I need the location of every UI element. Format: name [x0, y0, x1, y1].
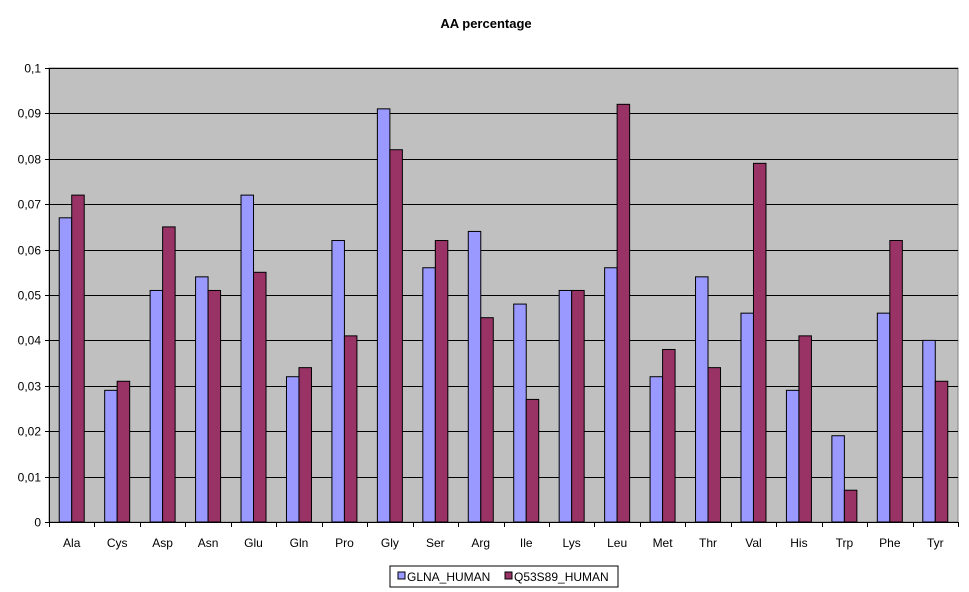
bar-glna-human-gly [376, 108, 391, 523]
bar-glna-human-ile [513, 303, 527, 523]
bar-glna-human-ala [58, 217, 73, 523]
y-tick-label: 0,01 [18, 471, 42, 485]
y-axis-tick-labels: 0 0,01 0,02 0,03 0,04 0,05 0,06 0,07 0,08 0,09 0,1 [18, 62, 42, 530]
x-tick-label: Met [653, 536, 674, 550]
y-tick-label: 0,06 [18, 244, 42, 258]
chart-title: AA percentage [440, 16, 531, 31]
x-tick-label: Gly [381, 536, 399, 550]
legend-swatch-q53s89-human [504, 571, 513, 580]
x-tick-label: Glu [244, 536, 263, 550]
y-tick-label: 0,07 [18, 198, 42, 212]
bar-q53s89-human-phe [889, 240, 903, 523]
bar-q53s89-human-his [798, 335, 812, 523]
bar-q53s89-human-lys [571, 289, 585, 523]
bar-glna-human-lys [558, 289, 573, 523]
bar-glna-human-ser [422, 267, 436, 523]
x-axis-tick-labels: Ala Cys Asp Asn Glu Gln Pro Gly Ser Arg Ile Lys Leu M… [63, 536, 944, 550]
bar-q53s89-human-ile [525, 398, 540, 523]
y-tick-label: 0,03 [18, 380, 42, 394]
legend-label-glna-human: GLNA_HUMAN [407, 570, 490, 584]
bar-glna-human-asp [149, 289, 164, 523]
x-tick-label: Arg [471, 536, 490, 550]
y-tick-label: 0,1 [24, 62, 41, 76]
bar-q53s89-human-tyr [934, 380, 949, 523]
bar-q53s89-human-glu [253, 271, 267, 523]
x-tick-label: Ala [63, 536, 81, 550]
bar-q53s89-human-ala [71, 194, 85, 523]
bar-q53s89-human-val [752, 162, 767, 523]
bar-q53s89-human-leu [616, 103, 631, 523]
bar-q53s89-human-ser [434, 240, 449, 523]
x-tick-label: Trp [836, 536, 854, 550]
y-tick-label: 0,08 [18, 153, 42, 167]
x-tick-label: Gln [290, 536, 309, 550]
x-tick-label: Cys [107, 536, 128, 550]
bar-q53s89-human-thr [707, 367, 722, 523]
bar-q53s89-human-gly [389, 149, 403, 523]
legend-label-q53s89-human: Q53S89_HUMAN [514, 570, 609, 584]
x-tick-label: Phe [879, 536, 901, 550]
bar-glna-human-cys [104, 389, 118, 523]
bar-q53s89-human-met [662, 348, 676, 523]
legend: GLNA_HUMAN Q53S89_HUMAN [389, 565, 619, 588]
x-tick-label: Thr [699, 536, 717, 550]
bar-glna-human-val [740, 312, 754, 523]
bar-glna-human-glu [240, 194, 255, 523]
x-tick-label: Asp [152, 536, 173, 550]
y-tick-label: 0 [34, 516, 41, 530]
bar-glna-human-pro [331, 240, 345, 523]
x-tick-label: Val [745, 536, 761, 550]
bar-q53s89-human-trp [843, 489, 858, 523]
legend-swatch-glna-human [397, 571, 406, 580]
bar-q53s89-human-arg [480, 317, 494, 523]
y-tick-label: 0,04 [18, 334, 42, 348]
x-tick-label: Ser [426, 536, 445, 550]
y-tick-label: 0,09 [18, 107, 42, 121]
bar-glna-human-trp [831, 435, 845, 523]
bar-q53s89-human-pro [343, 335, 358, 523]
x-tick-label: Pro [335, 536, 354, 550]
bars [58, 103, 949, 523]
bar-glna-human-asn [195, 276, 209, 523]
y-tick-label: 0,05 [18, 289, 42, 303]
bar-q53s89-human-asn [207, 289, 222, 523]
bar-glna-human-tyr [922, 339, 936, 523]
bar-glna-human-his [785, 389, 800, 523]
bar-glna-human-leu [604, 267, 618, 523]
bar-q53s89-human-asp [162, 226, 176, 523]
bar-q53s89-human-cys [116, 380, 131, 523]
x-tick-label: Ile [520, 536, 533, 550]
x-tick-label: Leu [607, 536, 627, 550]
x-tick-label: Asn [198, 536, 219, 550]
x-tick-label: Lys [563, 536, 581, 550]
axes [45, 68, 959, 527]
bar-glna-human-gln [285, 376, 300, 523]
bar-glna-human-met [649, 376, 664, 523]
y-tick-label: 0,02 [18, 425, 42, 439]
bar-q53s89-human-gln [298, 367, 312, 523]
x-tick-label: Tyr [927, 536, 944, 550]
bar-glna-human-thr [695, 276, 709, 523]
x-tick-label: His [790, 536, 807, 550]
bar-glna-human-arg [467, 230, 482, 523]
legend-box [389, 565, 619, 588]
bar-glna-human-phe [876, 312, 891, 523]
